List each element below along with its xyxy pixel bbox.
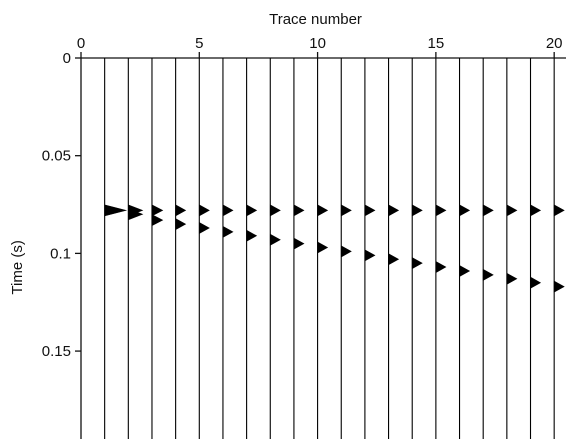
wavelet — [198, 204, 210, 217]
wavelet-marks — [104, 204, 565, 293]
wavelet — [530, 276, 542, 289]
wavelet — [482, 268, 494, 281]
wavelet — [293, 237, 305, 250]
wavelet — [553, 280, 565, 293]
wavelet — [104, 204, 128, 217]
wavelet — [317, 204, 329, 217]
wavelet — [175, 218, 187, 231]
wavelet — [246, 229, 258, 242]
wavelet — [222, 204, 234, 217]
wavelet — [435, 261, 447, 274]
x-axis-ticks: 0 5 10 15 20 — [77, 35, 563, 58]
wavelet — [269, 204, 281, 217]
trace-lines — [104, 58, 555, 439]
y-tick-label: 0 — [63, 50, 71, 67]
wavelet — [175, 204, 187, 217]
wavelet — [411, 204, 423, 217]
wavelet — [222, 225, 234, 238]
wavelet — [506, 204, 518, 217]
wavelet — [435, 204, 447, 217]
wavelet — [128, 208, 144, 221]
y-axis-ticks: 0 0.05 0.1 0.15 — [42, 50, 81, 360]
y-tick-label: 0.05 — [42, 148, 71, 165]
wavelet — [340, 204, 352, 217]
x-tick-label: 0 — [77, 35, 85, 52]
wavelet — [411, 257, 423, 270]
wavelet — [151, 214, 164, 227]
wavelet — [198, 221, 210, 234]
wavelet — [553, 204, 565, 217]
wavelet — [506, 272, 518, 285]
wavelet — [246, 204, 258, 217]
wavelet — [293, 204, 305, 217]
wavelet — [459, 204, 471, 217]
y-tick-label: 0.15 — [42, 343, 71, 360]
y-axis-title: Time (s) — [9, 240, 26, 294]
wavelet — [459, 264, 471, 277]
x-axis-title: Trace number — [269, 11, 362, 28]
wavelet — [364, 249, 376, 262]
wavelet — [269, 233, 281, 246]
x-tick-label: 20 — [546, 35, 563, 52]
plot-frame — [80, 57, 566, 439]
x-tick-label: 15 — [428, 35, 445, 52]
wavelet — [530, 204, 542, 217]
wavelet — [151, 204, 164, 217]
wavelet — [482, 204, 494, 217]
wavelet — [340, 245, 352, 258]
wavelet — [317, 241, 329, 254]
wavelet — [364, 204, 376, 217]
x-tick-label: 5 — [195, 35, 203, 52]
y-tick-label: 0.1 — [50, 245, 71, 262]
wavelet — [388, 204, 400, 217]
x-tick-label: 10 — [309, 35, 326, 52]
wavelet — [388, 253, 400, 266]
